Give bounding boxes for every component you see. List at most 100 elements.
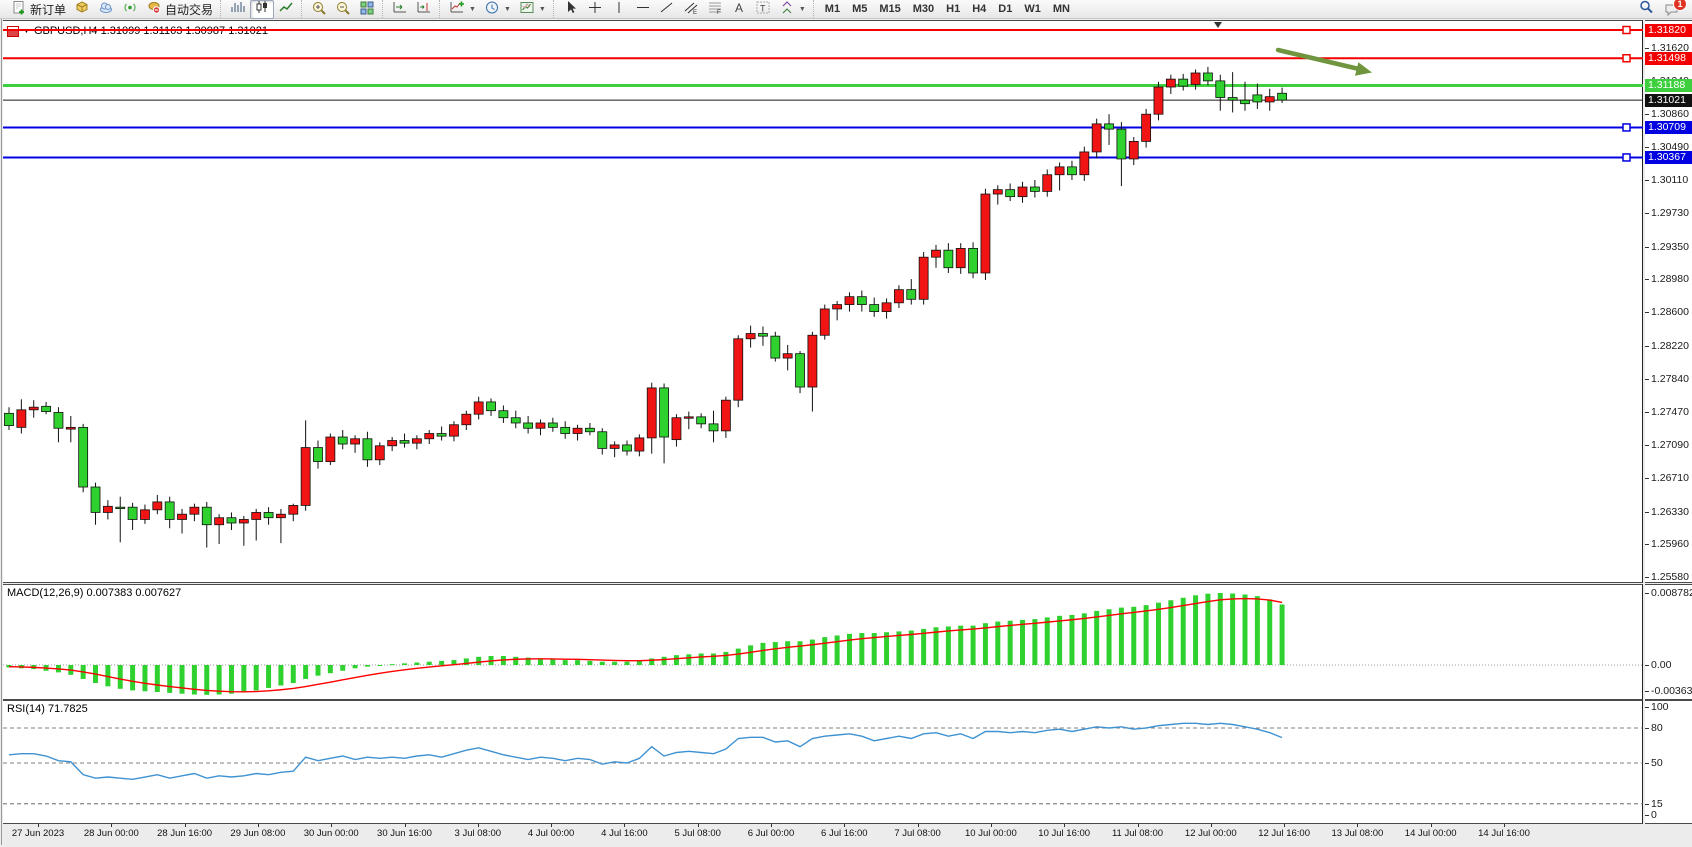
- crosshair-button[interactable]: [583, 0, 607, 19]
- tile-windows-button[interactable]: [355, 0, 379, 19]
- equidistant-channel-tool-icon: E: [683, 0, 699, 18]
- timeframe-m15-button[interactable]: M15: [879, 3, 901, 15]
- price-chart-canvas[interactable]: [3, 21, 1643, 582]
- horizontal-line-tool-button[interactable]: [631, 0, 655, 19]
- trend-line-tool-button[interactable]: [655, 0, 679, 19]
- zoom-out-button[interactable]: [331, 0, 355, 19]
- equidistant-channel-tool-button[interactable]: E: [679, 0, 703, 19]
- chevron-down-icon[interactable]: ▼: [469, 5, 476, 13]
- time-tick: [1210, 824, 1212, 827]
- periods-button[interactable]: ▼: [480, 0, 515, 19]
- time-tick: [38, 824, 39, 827]
- svg-text:A: A: [735, 1, 743, 15]
- chevron-down-icon[interactable]: ▼: [503, 5, 511, 13]
- market-watch-button[interactable]: [94, 0, 118, 19]
- text-tool-icon: A: [731, 0, 747, 18]
- bar-chart-mode-button[interactable]: [226, 0, 250, 19]
- chevron-down-icon[interactable]: ▼: [538, 5, 546, 13]
- chat-button[interactable]: 1: [1664, 0, 1687, 17]
- timeframe-h1-button[interactable]: H1: [946, 3, 961, 15]
- price-tick: 1.30860: [1645, 108, 1689, 120]
- time-label: 10 Jul 00:00: [965, 828, 1017, 839]
- price-tick: 1.31620: [1645, 42, 1689, 54]
- macd-canvas[interactable]: [3, 585, 1643, 699]
- svg-text:T: T: [760, 4, 766, 14]
- time-tick: [1430, 824, 1432, 827]
- price-level-badge: 1.31820: [1645, 23, 1692, 37]
- arrows-tool-button[interactable]: ▼: [775, 0, 810, 19]
- price-pane[interactable]: ▼ GBPUSD,H4 1.31099 1.31163 1.30987 1.31…: [3, 20, 1643, 583]
- time-label: 13 Jul 08:00: [1331, 828, 1384, 839]
- time-label: 6 Jul 16:00: [821, 828, 868, 839]
- price-level-badge: 1.30709: [1645, 120, 1692, 134]
- time-label: 6 Jul 00:00: [747, 828, 795, 839]
- price-level-badge: 1.31188: [1645, 78, 1692, 92]
- price-level-badge: 1.31498: [1645, 51, 1692, 65]
- price-tick: 1.28980: [1645, 273, 1689, 285]
- signals-button[interactable]: [118, 0, 142, 19]
- indicators-button[interactable]: ▼: [445, 0, 480, 19]
- vertical-line-tool-button[interactable]: [607, 0, 631, 19]
- macd-label: MACD(12,26,9) 0.007383 0.007627: [7, 587, 182, 599]
- chart-shift-button[interactable]: [412, 0, 436, 19]
- time-tick: [477, 824, 479, 827]
- macd-tick: 0.00: [1645, 659, 1671, 671]
- timeframe-group: M1 M5 M15 M30 H1 H4 D1 W1 MN: [812, 0, 1079, 18]
- horizontal-line-tool-icon: [635, 0, 651, 18]
- time-label: 12 Jul 16:00: [1258, 828, 1310, 839]
- signals-icon: [122, 0, 138, 18]
- auto-scroll-button[interactable]: [388, 0, 412, 19]
- chart-window-button[interactable]: [70, 0, 94, 19]
- text-tool-button[interactable]: A: [727, 0, 751, 19]
- text-label-tool-button[interactable]: T: [751, 0, 775, 19]
- price-tick: 1.27090: [1645, 439, 1689, 451]
- vertical-line-tool-icon: [611, 0, 627, 18]
- time-label: 11 Jul 08:00: [1111, 828, 1164, 839]
- timeframe-h4-button[interactable]: H4: [972, 3, 987, 15]
- cursor-button[interactable]: [559, 0, 583, 19]
- search-icon[interactable]: [1638, 0, 1654, 19]
- time-tick: [551, 824, 553, 827]
- toolbar-group: 新订单 自动交易: [2, 0, 220, 18]
- timeframe-d1-button[interactable]: D1: [998, 3, 1013, 15]
- auto-scroll-icon: [392, 0, 408, 18]
- auto-trading-button[interactable]: 自动交易: [142, 0, 217, 19]
- time-tick: [111, 824, 113, 827]
- time-label: 14 Jul 00:00: [1404, 828, 1457, 839]
- fibonacci-tool-button[interactable]: F: [703, 0, 727, 19]
- time-tick: [1284, 824, 1286, 827]
- auto-trading-label: 自动交易: [165, 2, 214, 17]
- templates-button[interactable]: ▼: [515, 0, 550, 19]
- candlestick-mode-button[interactable]: [250, 0, 275, 19]
- trend-arrow-annotation[interactable]: [1275, 47, 1372, 76]
- timeframe-mn-button[interactable]: MN: [1052, 3, 1070, 15]
- market-watch-icon: [98, 0, 114, 18]
- timeframe-m1-button[interactable]: M1: [824, 3, 841, 15]
- timeframe-m5-button[interactable]: M5: [852, 3, 868, 15]
- new-order-button[interactable]: 新订单: [7, 0, 70, 19]
- cursor-icon: [563, 0, 579, 18]
- timeframe-w1-button[interactable]: W1: [1024, 3, 1041, 15]
- line-chart-mode-icon: [278, 0, 294, 18]
- rsi-pane[interactable]: RSI(14) 71.7825: [3, 700, 1643, 824]
- timeframe-m30-button[interactable]: M30: [912, 3, 935, 15]
- latest-bar-marker: [1214, 22, 1222, 28]
- zoom-in-button[interactable]: [307, 0, 331, 19]
- price-level-badge: 1.30367: [1645, 150, 1692, 164]
- time-tick: [331, 824, 333, 827]
- price-tick: 1.29350: [1645, 241, 1689, 253]
- time-label: 12 Jul 00:00: [1184, 828, 1237, 839]
- time-label: 3 Jul 08:00: [454, 828, 502, 839]
- price-tick: 1.30110: [1645, 174, 1688, 186]
- macd-histogram: [6, 593, 1285, 695]
- time-tick: [624, 824, 626, 827]
- rsi-canvas[interactable]: [3, 701, 1643, 823]
- price-tick: 1.28600: [1645, 306, 1689, 318]
- time-tick: [1137, 824, 1139, 827]
- line-chart-mode-button[interactable]: [274, 0, 298, 19]
- chevron-down-icon[interactable]: ▼: [798, 5, 806, 13]
- time-axis[interactable]: 27 Jun 2023 28 Jun 00:00 28 Jun 16:00 29 Ju…: [3, 824, 1692, 846]
- macd-pane[interactable]: MACD(12,26,9) 0.007383 0.007627: [3, 584, 1643, 700]
- toolbar-group: [382, 0, 439, 18]
- trend-line-tool-icon: [659, 0, 675, 18]
